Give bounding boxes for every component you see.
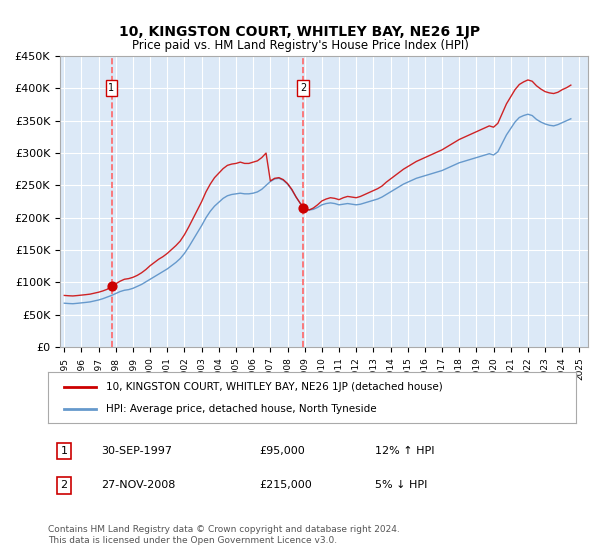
Text: 12% ↑ HPI: 12% ↑ HPI [376,446,435,456]
Point [298,204,308,213]
Text: 1: 1 [61,446,67,456]
Text: HPI: Average price, detached house, North Tyneside: HPI: Average price, detached house, Nort… [106,404,377,414]
Text: 5% ↓ HPI: 5% ↓ HPI [376,480,428,490]
Text: 1: 1 [109,83,115,94]
Text: 2: 2 [60,480,67,490]
Text: 10, KINGSTON COURT, WHITLEY BAY, NE26 1JP: 10, KINGSTON COURT, WHITLEY BAY, NE26 1J… [119,25,481,39]
Text: 10, KINGSTON COURT, WHITLEY BAY, NE26 1JP (detached house): 10, KINGSTON COURT, WHITLEY BAY, NE26 1J… [106,381,443,391]
Text: £215,000: £215,000 [259,480,312,490]
Text: £95,000: £95,000 [259,446,305,456]
Text: Contains HM Land Registry data © Crown copyright and database right 2024.
This d: Contains HM Land Registry data © Crown c… [48,525,400,545]
Text: 27-NOV-2008: 27-NOV-2008 [101,480,175,490]
Text: Price paid vs. HM Land Registry's House Price Index (HPI): Price paid vs. HM Land Registry's House … [131,39,469,52]
Point [107,281,116,290]
Text: 2: 2 [300,83,306,94]
Text: 30-SEP-1997: 30-SEP-1997 [101,446,172,456]
